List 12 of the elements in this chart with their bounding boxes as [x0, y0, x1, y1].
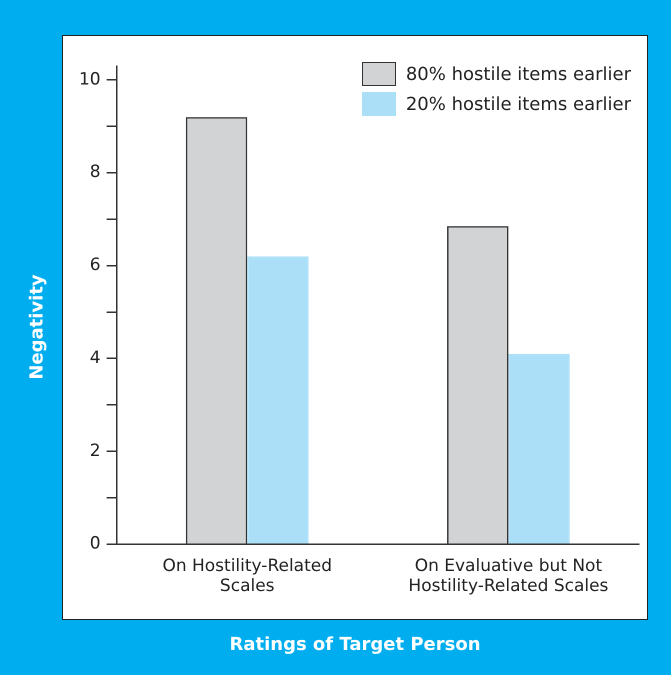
x-axis-title: Ratings of Target Person: [228, 634, 482, 655]
y-tick-label: 10: [78, 69, 101, 90]
y-tick-label: 8: [90, 162, 101, 182]
y-tick-label: 6: [90, 255, 101, 276]
x-tick-label: On Evaluative but Not Hostility-Related Scales: [408, 556, 609, 596]
y-tick-label: 2: [90, 440, 101, 461]
legend-label: 20% hostile items earlier: [406, 94, 631, 114]
y-tick-label: 0: [90, 534, 101, 554]
y-tick-label: 4: [90, 348, 101, 368]
legend-label: 80% hostile items earlier: [406, 64, 631, 84]
x-tick-label: On Hostility-Related Scales: [162, 556, 332, 596]
y-axis-title: Negativity: [26, 274, 48, 380]
